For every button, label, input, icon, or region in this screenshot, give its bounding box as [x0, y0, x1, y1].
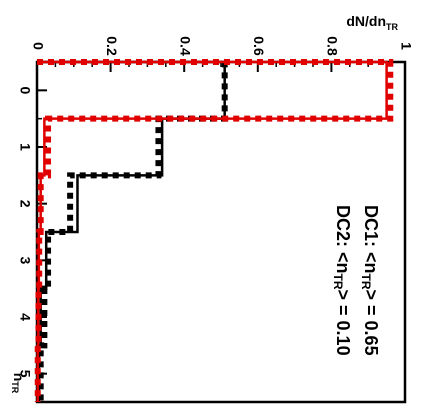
y-tick-label: 0.6 [251, 36, 267, 56]
annotation-mean-2: DC2: <nTR> = 0.10 [331, 205, 353, 356]
x-tick-label: 3 [17, 256, 33, 264]
x-tick-label: 0 [17, 86, 33, 94]
x-tick-label: 5 [17, 370, 33, 378]
x-tick-label: 2 [17, 200, 33, 208]
series-line-dc1-dotted [37, 59, 228, 402]
y-tick-label: 0 [30, 42, 46, 50]
x-axis-title: nTR [10, 373, 28, 394]
x-tick-label: 4 [17, 313, 33, 321]
y-axis-title: dN/dnTR [346, 13, 398, 32]
y-tick-label: 0.8 [325, 36, 341, 56]
annotation-mean-1: DC1: <nTR> = 0.65 [359, 205, 381, 356]
y-tick-label: 0.2 [104, 36, 120, 56]
x-tick-label: 1 [17, 143, 33, 151]
y-tick-label: 1 [398, 42, 414, 50]
y-tick-label: 0.4 [177, 36, 193, 56]
series-line-dc2-dotted [34, 59, 394, 402]
